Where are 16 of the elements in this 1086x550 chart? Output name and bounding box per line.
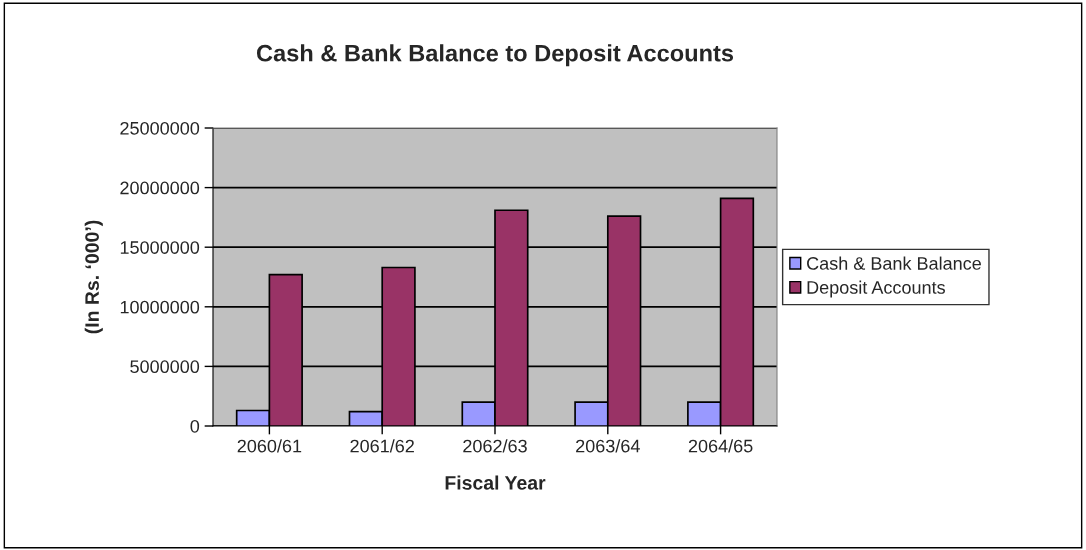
legend-label: Deposit Accounts bbox=[807, 280, 945, 298]
y-tick-label: 25000000 bbox=[120, 121, 200, 135]
x-axis-title: Fiscal Year bbox=[445, 475, 546, 490]
y-axis-title: (In Rs. ‘000’) bbox=[84, 220, 103, 334]
y-tick-label: 10000000 bbox=[120, 300, 200, 314]
x-tick-label: 2063/64 bbox=[576, 439, 640, 453]
y-tick-label: 0 bbox=[190, 419, 200, 433]
x-tick-label: 2061/62 bbox=[350, 439, 414, 453]
x-tick-label: 2062/63 bbox=[463, 439, 527, 453]
legend-label: Cash & Bank Balance bbox=[807, 256, 981, 270]
x-tick-label: 2060/61 bbox=[237, 439, 302, 453]
y-tick-label: 5000000 bbox=[130, 360, 200, 374]
y-tick-label: 20000000 bbox=[120, 181, 200, 195]
y-tick-label: 15000000 bbox=[120, 241, 200, 254]
x-tick-label: 2064/65 bbox=[688, 439, 753, 453]
chart-title: Cash & Bank Balance to Deposit Accounts bbox=[256, 44, 734, 67]
